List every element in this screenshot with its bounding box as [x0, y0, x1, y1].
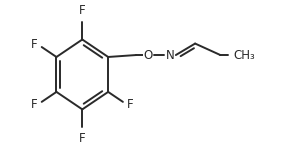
- Text: F: F: [31, 98, 38, 111]
- Text: F: F: [31, 38, 38, 51]
- Text: F: F: [127, 98, 134, 111]
- Text: O: O: [143, 49, 153, 62]
- Text: F: F: [79, 4, 86, 17]
- Text: F: F: [79, 132, 86, 145]
- Text: N: N: [166, 49, 174, 62]
- Text: CH₃: CH₃: [233, 49, 255, 62]
